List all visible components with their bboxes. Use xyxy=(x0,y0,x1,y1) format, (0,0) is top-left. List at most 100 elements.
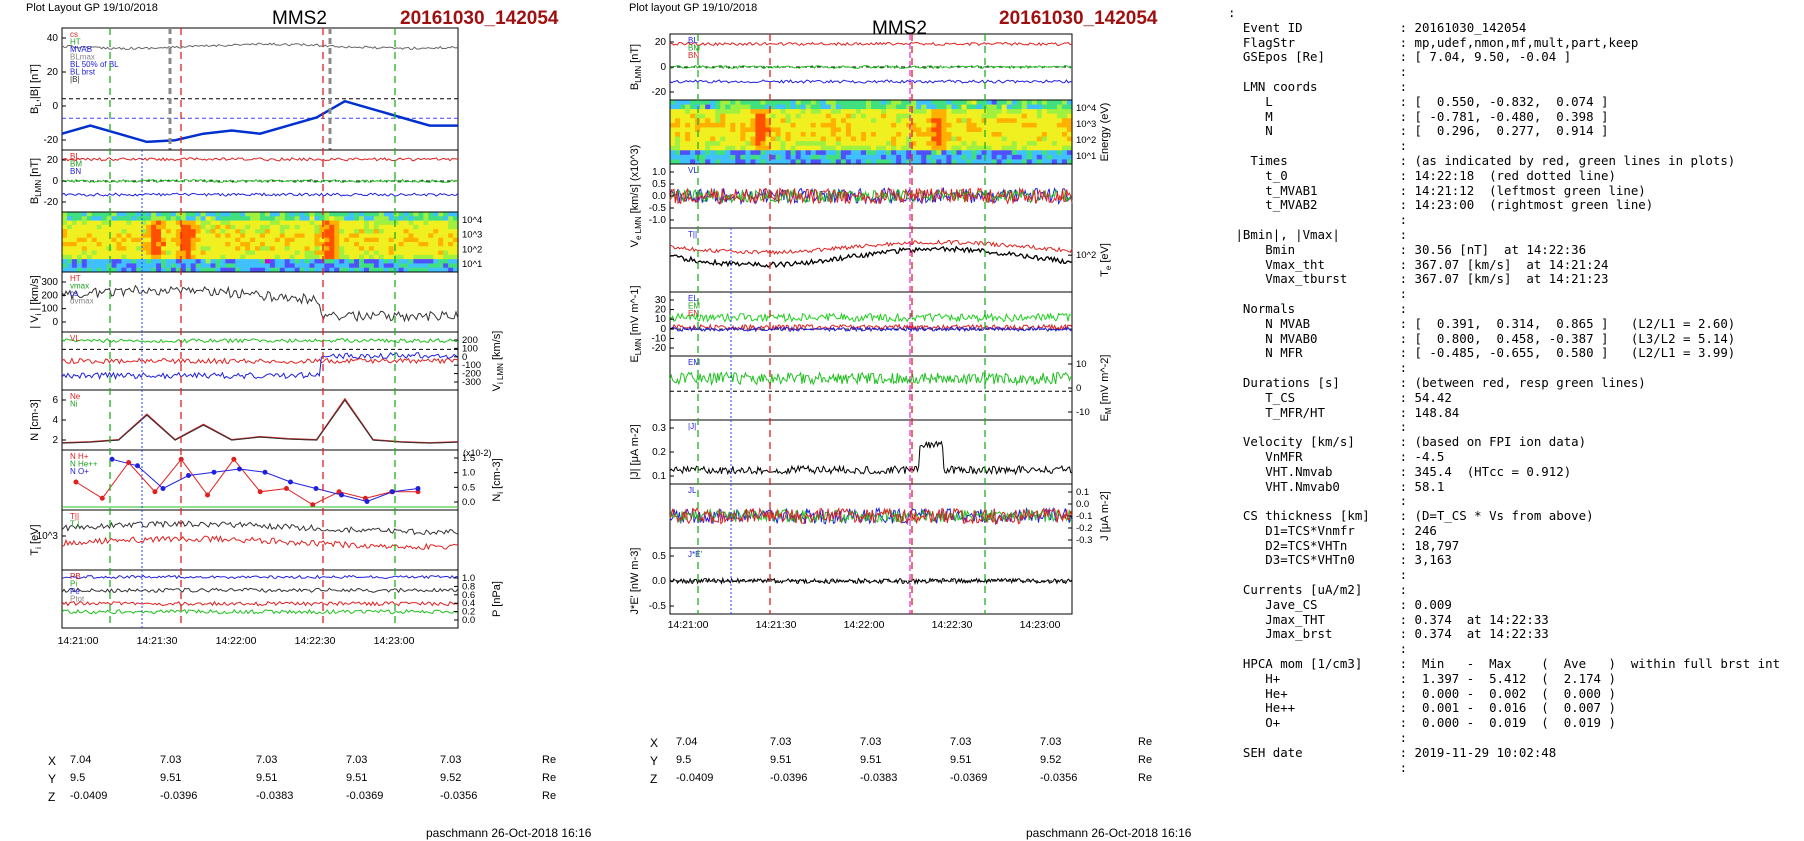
spectrogram-cell xyxy=(675,154,681,161)
spectrogram-cell xyxy=(101,246,108,252)
spectrogram-cell xyxy=(976,100,983,106)
spectrogram-cell xyxy=(976,141,983,147)
spectrogram-cell xyxy=(790,122,797,129)
spectrogram-cell xyxy=(354,216,360,222)
spectrogram-cell xyxy=(705,104,711,110)
spectrogram-cell xyxy=(850,100,857,106)
spectrogram-cell xyxy=(740,100,746,106)
spectrogram-cell xyxy=(1061,141,1068,147)
spectrogram-cell xyxy=(141,212,147,217)
spectrogram-cell xyxy=(334,246,340,252)
spectrogram-cell xyxy=(896,159,902,165)
spectrogram-cell xyxy=(1046,145,1053,151)
spectrogram-cell xyxy=(388,246,395,252)
spectrogram-cell xyxy=(695,122,701,129)
spectrogram-cell xyxy=(220,250,226,256)
spectrogram-cell xyxy=(96,267,103,273)
spectrogram-cell xyxy=(825,118,832,124)
spectrogram-cell xyxy=(86,254,93,260)
spectrogram-cell xyxy=(438,263,444,269)
spectrogram-cell xyxy=(260,220,266,226)
spectrogram-cell xyxy=(971,118,978,124)
spectrogram-cell xyxy=(344,233,350,239)
spectrogram-cell xyxy=(820,100,827,106)
spectrogram-cell xyxy=(230,242,236,247)
spectrogram-cell xyxy=(906,132,912,138)
spectrogram-cell xyxy=(1056,145,1063,151)
spectrogram-cell xyxy=(946,159,953,165)
spectrogram-cell xyxy=(1046,154,1053,161)
spectrogram-cell xyxy=(354,246,360,252)
spectrogram-cell xyxy=(111,229,118,235)
y-tick-label: -10 xyxy=(1076,407,1090,418)
he-point xyxy=(231,456,237,462)
spectrogram-cell xyxy=(111,233,118,239)
spectrogram-cell xyxy=(926,118,932,124)
spectrogram-cell xyxy=(901,132,907,138)
spectrogram-cell xyxy=(886,132,892,138)
spectrogram-cell xyxy=(991,113,998,119)
spectrogram-cell xyxy=(161,259,167,265)
spectrogram-cell xyxy=(976,145,983,151)
spectrogram-cell xyxy=(1011,136,1018,142)
spectrogram-cell xyxy=(941,132,947,138)
spectrogram-cell xyxy=(151,237,157,243)
spectrogram-cell xyxy=(956,104,963,110)
legend-entry: T|| xyxy=(70,512,79,521)
spectrogram-cell xyxy=(921,104,927,110)
o-point xyxy=(339,492,344,498)
spectrogram-cell xyxy=(314,220,320,226)
spectrogram-cell xyxy=(1066,104,1073,110)
spectrogram-cell xyxy=(195,229,202,235)
summary-line: He++ : 0.001 - 0.016 ( 0.007 ) xyxy=(1228,700,1616,716)
spectrogram-cell xyxy=(81,242,88,247)
spectrogram-cell xyxy=(876,145,882,151)
o-point xyxy=(288,479,293,485)
spectrogram-cell xyxy=(215,212,221,217)
spectrogram-cell xyxy=(146,267,152,273)
spectrogram-cell xyxy=(185,233,192,239)
summary-line: SEH date : 2019-11-29 10:02:48 xyxy=(1228,744,1557,760)
spectrogram-cell xyxy=(840,141,847,147)
spectrogram-cell xyxy=(941,136,947,142)
spectrogram-cell xyxy=(916,122,922,129)
spectrogram-cell xyxy=(1006,122,1013,129)
spectrogram-cell xyxy=(289,250,296,256)
spectrogram-cell xyxy=(146,229,152,235)
spectrogram-cell xyxy=(165,237,172,243)
spectrogram-cell xyxy=(825,136,832,142)
spectrogram-cell xyxy=(991,100,998,106)
spectrogram-cell xyxy=(200,216,207,222)
spectrogram-cell xyxy=(760,141,767,147)
spectrogram-cell xyxy=(805,150,812,156)
spectrogram-cell xyxy=(170,246,177,252)
spectrogram-cell xyxy=(1026,150,1033,156)
y-tick-label: 10^4 xyxy=(462,215,482,226)
spectrogram-cell xyxy=(418,259,424,265)
spectrogram-cell xyxy=(378,259,385,265)
spectrogram-cell xyxy=(309,229,316,235)
spectrogram-cell xyxy=(805,145,812,151)
spectrogram-cell xyxy=(279,250,286,256)
y-tick-label: 0 xyxy=(660,324,666,335)
spectrogram-cell xyxy=(175,229,182,235)
spectrogram-cell xyxy=(255,224,261,230)
spectrogram-cell xyxy=(363,250,370,256)
spectrogram-cell xyxy=(916,113,922,119)
spectrogram-cell xyxy=(175,212,182,217)
spectrogram-cell xyxy=(775,150,782,156)
spectrogram-cell xyxy=(921,145,927,151)
spectrogram-cell xyxy=(294,212,301,217)
spectrogram-cell xyxy=(840,150,847,156)
spectrogram-cell xyxy=(936,150,942,156)
spectrogram-cell xyxy=(165,254,172,260)
spectrogram-cell xyxy=(1016,104,1023,110)
spectrogram-cell xyxy=(106,237,113,243)
spectrogram-cell xyxy=(810,136,817,142)
spectrogram-cell xyxy=(1006,109,1013,115)
spectrogram-cell xyxy=(363,220,370,226)
spectrogram-cell xyxy=(705,118,711,124)
spectrogram-cell xyxy=(685,109,691,115)
y-tick-label: -20 xyxy=(652,87,667,98)
spectrogram-cell xyxy=(921,100,927,106)
